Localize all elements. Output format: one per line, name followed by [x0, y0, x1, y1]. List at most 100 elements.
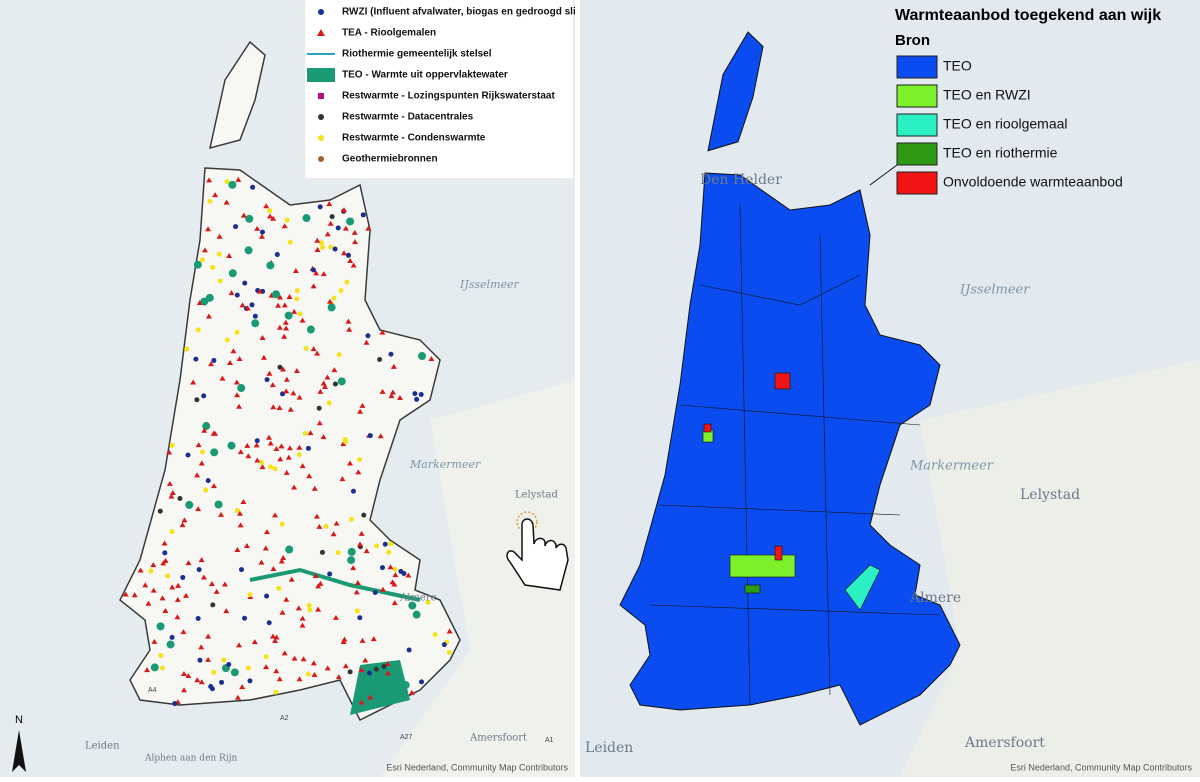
map-point: [214, 500, 223, 509]
map-point: [245, 453, 252, 459]
map-point: [330, 531, 337, 537]
map-point: [212, 192, 219, 198]
map-point: [381, 664, 387, 670]
map-point: [250, 184, 256, 190]
map-point: [273, 668, 280, 674]
map-point: [228, 180, 237, 189]
map-point: [336, 352, 342, 358]
map-point: [299, 622, 306, 628]
map-point: [299, 463, 306, 469]
map-point: [235, 176, 242, 182]
place-label: Almere: [909, 590, 961, 606]
map-point: [282, 319, 289, 325]
map-point: [193, 356, 199, 362]
legend-label: TEO en riothermie: [943, 145, 1058, 161]
map-point: [228, 269, 237, 278]
legend-label: TEO: [943, 58, 972, 74]
map-point: [361, 512, 367, 518]
map-point: [158, 652, 164, 658]
map-point: [197, 657, 203, 663]
map-point: [365, 333, 371, 339]
map-point: [162, 607, 169, 613]
legend-label: TEA - Rioolgemalen: [342, 28, 436, 39]
map-point: [194, 397, 200, 403]
map-point: [185, 560, 192, 566]
map-point: [234, 507, 240, 513]
legend-label: Geothermiebronnen: [342, 154, 438, 165]
map-point: [259, 460, 265, 466]
map-point: [299, 615, 306, 621]
map-point: [379, 329, 386, 335]
map-point: [205, 478, 211, 484]
map-point: [296, 452, 302, 458]
map-point: [332, 614, 339, 620]
map-point: [288, 576, 295, 582]
map-point: [226, 253, 233, 259]
map-point: [357, 457, 363, 463]
map-point: [279, 521, 285, 527]
map-point: [294, 296, 300, 302]
map-point: [326, 400, 332, 406]
map-point: [370, 636, 377, 642]
map-point: [254, 225, 261, 231]
map-point: [331, 295, 337, 301]
map-point: [285, 454, 292, 460]
map-point: [345, 252, 351, 258]
map-point: [193, 260, 202, 269]
region-onvoldoende: [703, 423, 712, 433]
map-point: [316, 405, 322, 411]
map-point: [358, 530, 365, 536]
legend-symbol: [318, 9, 324, 15]
map-point: [180, 574, 186, 580]
map-point: [166, 640, 175, 649]
map-point: [412, 610, 421, 619]
legend-symbol: [318, 114, 324, 120]
map-point: [239, 684, 246, 690]
map-point: [162, 550, 168, 556]
map-point: [150, 663, 159, 672]
right-map: Den Helder IJsselmeer Markermeer Lelysta…: [580, 0, 1200, 777]
map-point: [198, 679, 205, 685]
map-point: [227, 441, 236, 450]
map-point: [278, 443, 285, 449]
map-point: [240, 212, 247, 218]
map-point: [323, 524, 329, 530]
map-point: [328, 244, 334, 250]
legend-swatch: [896, 142, 938, 166]
map-point: [162, 557, 169, 563]
map-point: [310, 346, 317, 352]
map-point: [234, 329, 240, 335]
map-point: [341, 207, 348, 213]
map-point: [294, 288, 300, 294]
map-point: [249, 302, 255, 308]
map-point: [263, 664, 270, 670]
map-point: [280, 554, 287, 560]
place-label: Amersfoort: [469, 733, 527, 744]
map-point: [333, 520, 340, 526]
map-point: [217, 278, 223, 284]
map-point: [284, 311, 293, 320]
map-point: [335, 550, 341, 556]
map-point: [291, 308, 298, 314]
map-point: [258, 233, 265, 239]
place-label: Almere: [399, 593, 437, 604]
map-point: [314, 350, 321, 356]
map-point: [198, 557, 205, 563]
map-point: [205, 656, 212, 662]
legend-label: Riothermie gemeentelijk stelsel: [342, 49, 492, 60]
map-point: [283, 596, 290, 602]
map-point: [284, 217, 290, 223]
map-point: [327, 303, 336, 312]
map-point: [300, 656, 307, 662]
map-point: [374, 543, 380, 549]
map-point: [156, 622, 165, 631]
region-onvoldoende: [774, 372, 791, 390]
map-point: [317, 580, 324, 586]
map-point: [346, 326, 353, 332]
map-point: [259, 334, 266, 340]
map-point: [360, 212, 366, 218]
map-point: [299, 317, 306, 323]
map-point: [208, 580, 215, 586]
map-point: [387, 564, 394, 570]
